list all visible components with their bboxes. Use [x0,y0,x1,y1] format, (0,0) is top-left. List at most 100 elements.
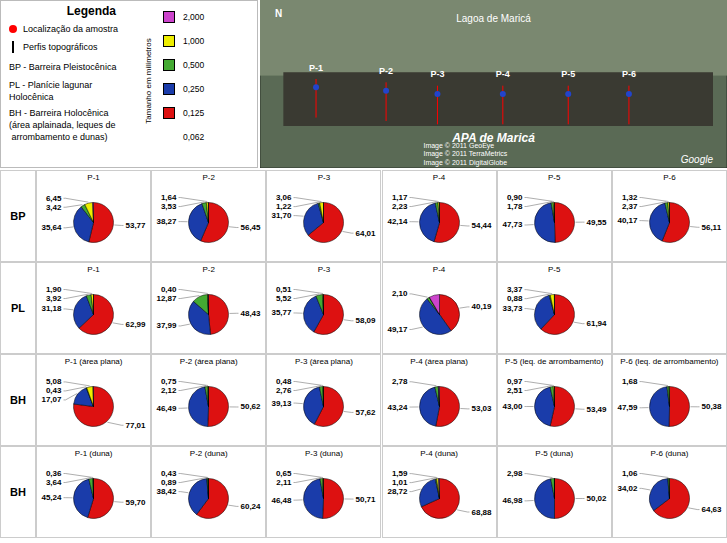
svg-text:28,72: 28,72 [387,487,408,496]
svg-text:1,06: 1,06 [622,469,638,478]
html-text:BH - Barreira Holocênica (área: BH - Barreira Holocênica (área aplainada… [9,108,116,142]
svg-text:39,13: 39,13 [272,399,293,408]
svg-text:12,87: 12,87 [157,294,178,303]
svg-text:2,98: 2,98 [507,469,523,478]
svg-text:2,78: 2,78 [391,377,407,386]
svg-text:3,64: 3,64 [46,478,62,487]
svg-text:P-6: P-6 [622,69,636,79]
svg-text:0,88: 0,88 [507,294,523,303]
svg-text:0,43: 0,43 [46,386,62,395]
svg-text:P-3: P-3 [430,69,444,79]
svg-text:50,02: 50,02 [586,494,607,503]
svg-text:P-2: P-2 [379,66,393,76]
svg-text:1,90: 1,90 [46,285,62,294]
svg-text:61,94: 61,94 [586,319,607,328]
svg-text:3,53: 3,53 [161,202,177,211]
svg-text:59,70: 59,70 [126,498,147,507]
svg-text:33,73: 33,73 [502,304,523,313]
svg-text:50,38: 50,38 [701,402,719,411]
svg-text:2,37: 2,37 [622,202,638,211]
svg-text:1,68: 1,68 [622,377,638,386]
svg-text:Image © 2011 DigitalGlobe: Image © 2011 DigitalGlobe [423,159,507,167]
svg-text:2,23: 2,23 [391,202,407,211]
svg-text:6,45: 6,45 [46,194,62,203]
svg-text:53,03: 53,03 [471,404,492,413]
svg-text:3,92: 3,92 [46,294,62,303]
svg-text:0,40: 0,40 [161,285,177,294]
svg-text:64,63: 64,63 [701,505,719,514]
svg-text:58,09: 58,09 [356,316,377,325]
svg-text:Image © 2011 GeoEyeImage © 201: Image © 2011 GeoEyeImage © 2011 TerraMet… [423,142,507,158]
svg-text:40,19: 40,19 [471,302,492,311]
svg-text:54,44: 54,44 [471,221,492,230]
svg-text:0,89: 0,89 [161,478,177,487]
svg-text:0,65: 0,65 [276,469,292,478]
svg-text:3,42: 3,42 [46,203,62,212]
svg-text:42,14: 42,14 [387,217,408,226]
svg-text:0,97: 0,97 [507,377,523,386]
svg-text:50,62: 50,62 [241,402,262,411]
svg-text:57,62: 57,62 [356,408,377,417]
svg-text:2,12: 2,12 [161,386,177,395]
svg-text:P-4: P-4 [496,69,510,79]
svg-text:48,43: 48,43 [241,309,262,318]
svg-text:17,07: 17,07 [41,395,62,404]
svg-text:N: N [275,8,282,19]
svg-text:5,52: 5,52 [276,294,292,303]
svg-text:43,00: 43,00 [502,402,523,411]
svg-text:0,51: 0,51 [276,285,292,294]
svg-text:46,48: 46,48 [272,496,293,505]
svg-text:1,17: 1,17 [391,193,407,202]
svg-text:53,49: 53,49 [586,405,607,414]
svg-text:46,98: 46,98 [502,496,523,505]
svg-text:46,49: 46,49 [157,404,178,413]
svg-text:Google: Google [681,154,714,165]
svg-text:31,70: 31,70 [272,211,293,220]
svg-text:5,08: 5,08 [46,377,62,386]
svg-text:53,77: 53,77 [126,221,147,230]
svg-text:56,11: 56,11 [701,223,719,232]
svg-text:64,01: 64,01 [356,229,377,238]
svg-text:2,10: 2,10 [391,289,407,298]
svg-text:1,01: 1,01 [391,478,407,487]
html-text:PL - Planície lagunar Holocêni: PL - Planície lagunar Holocênica [9,80,93,102]
svg-text:0,43: 0,43 [161,469,177,478]
svg-text:1,78: 1,78 [507,202,523,211]
svg-text:0,90: 0,90 [507,193,523,202]
svg-text:35,77: 35,77 [272,308,293,317]
svg-text:3,06: 3,06 [276,193,292,202]
svg-text:56,45: 56,45 [241,223,262,232]
svg-text:38,27: 38,27 [157,217,178,226]
svg-text:34,02: 34,02 [617,484,638,493]
svg-text:Lagoa de Maricá: Lagoa de Maricá [456,13,531,24]
svg-text:43,24: 43,24 [387,403,408,412]
svg-text:1,64: 1,64 [161,193,177,202]
svg-text:2,76: 2,76 [276,386,292,395]
svg-text:49,55: 49,55 [586,218,607,227]
svg-text:0,48: 0,48 [276,377,292,386]
svg-text:35,64: 35,64 [41,223,62,232]
svg-text:45,24: 45,24 [41,493,62,502]
svg-text:50,71: 50,71 [356,495,377,504]
svg-text:37,99: 37,99 [157,321,178,330]
svg-text:1,32: 1,32 [622,193,638,202]
svg-text:P-1: P-1 [309,63,323,73]
svg-text:60,24: 60,24 [241,502,262,511]
svg-text:P-5: P-5 [561,69,575,79]
svg-text:0,75: 0,75 [161,377,177,386]
svg-text:0,36: 0,36 [46,469,62,478]
svg-text:47,59: 47,59 [617,403,638,412]
svg-text:1,59: 1,59 [391,469,407,478]
svg-text:2,51: 2,51 [507,386,523,395]
svg-text:49,17: 49,17 [387,325,408,334]
svg-text:2,11: 2,11 [277,478,293,487]
svg-text:62,99: 62,99 [126,320,147,329]
svg-text:38,42: 38,42 [157,487,178,496]
svg-text:40,17: 40,17 [617,216,638,225]
svg-text:77,01: 77,01 [126,421,147,430]
svg-text:47,73: 47,73 [502,220,523,229]
svg-text:3,37: 3,37 [507,285,523,294]
svg-text:31,18: 31,18 [41,304,62,313]
svg-text:1,22: 1,22 [276,202,292,211]
svg-text:68,88: 68,88 [471,508,492,517]
